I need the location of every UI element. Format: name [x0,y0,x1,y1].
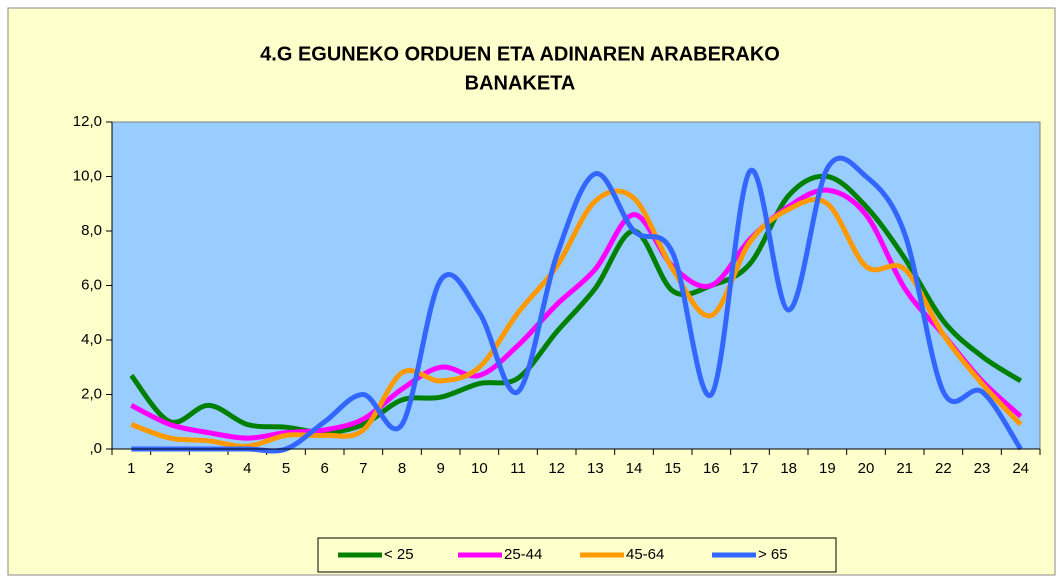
x-tick-label: 18 [780,460,797,477]
x-tick-label: 11 [510,460,526,477]
x-tick-label: 22 [935,460,952,477]
x-tick-label: 3 [204,460,212,477]
x-tick-label: 15 [664,460,681,477]
legend-label: 25-44 [504,546,542,563]
x-tick-label: 8 [398,460,406,477]
x-tick-label: 9 [436,460,444,477]
x-tick-label: 19 [819,460,836,477]
x-tick-label: 10 [471,460,488,477]
legend-label: 45-64 [626,546,664,563]
x-tick-label: 13 [587,460,604,477]
y-tick-label: 12,0 [73,113,102,130]
x-tick-label: 20 [858,460,875,477]
legend-label: > 65 [758,546,788,563]
y-tick-label: 4,0 [81,331,102,348]
x-tick-label: 7 [359,460,367,477]
line-series [129,173,1023,436]
line-series [130,188,1023,449]
legend-label: < 25 [384,546,414,563]
x-tick-label: 6 [320,460,328,477]
x-tick-label: 12 [548,460,565,477]
x-tick-label: 5 [282,460,290,477]
x-tick-label: 23 [974,460,991,477]
x-tick-label: 2 [166,460,174,477]
y-tick-label: 2,0 [81,385,102,402]
x-tick-label: 21 [896,460,913,477]
x-tick-label: 14 [626,460,643,477]
x-tick-label: 1 [127,460,135,477]
y-tick-label: 8,0 [81,222,102,239]
x-tick-label: 16 [703,460,720,477]
x-tick-label: 4 [243,460,251,477]
y-tick-label: ,0 [89,440,102,457]
x-tick-label: 17 [742,460,759,477]
y-tick-label: 6,0 [81,276,102,293]
chart-title: 4.G EGUNEKO ORDUEN ETA ADINAREN ARABERAK… [260,43,780,65]
y-tick-label: 10,0 [73,167,102,184]
line-series [130,187,1023,441]
line-series [131,155,1023,454]
x-tick-label: 24 [1012,460,1029,477]
chart-title: BANAKETA [465,72,576,94]
